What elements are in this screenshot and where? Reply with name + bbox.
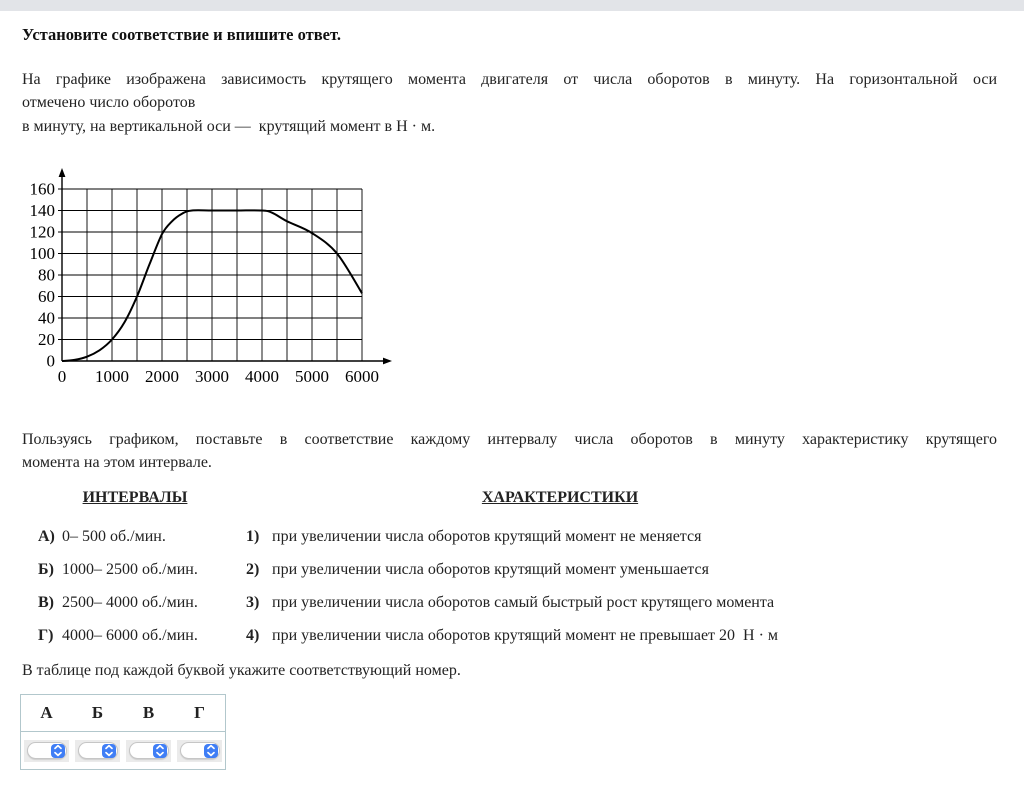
answer-table-select-row [21, 732, 225, 769]
intro-line-3: в минуту, на вертикальной оси — крутящий… [22, 117, 436, 135]
column-headers: ИНТЕРВАЛЫ ХАРАКТЕРИСТИКИ [22, 488, 997, 508]
svg-text:4000: 4000 [245, 367, 279, 386]
characteristic-number: 2) [246, 561, 260, 579]
svg-text:20: 20 [38, 330, 55, 349]
match-row-g: Г) 4000– 6000 об./мин. 4) при увеличении… [22, 625, 997, 646]
answer-table-header-row: А Б В Г [21, 695, 225, 733]
answer-header-a: А [40, 703, 53, 723]
answer-table: А Б В Г [20, 694, 226, 771]
svg-text:100: 100 [30, 244, 56, 263]
answer-header-b: Б [91, 703, 104, 723]
interval-letter: А) [38, 528, 55, 546]
svg-text:0: 0 [58, 367, 67, 386]
svg-text:40: 40 [38, 308, 55, 327]
svg-text:3000: 3000 [195, 367, 229, 386]
select-stepper-icon[interactable] [101, 743, 116, 758]
svg-text:5000: 5000 [295, 367, 329, 386]
characteristic-text: при увеличении числа оборотов крутящий м… [272, 627, 779, 645]
instruction-line-1: Пользуясь графиком, поставьте в соответс… [22, 430, 997, 448]
svg-text:120: 120 [30, 222, 56, 241]
select-stepper-icon[interactable] [203, 743, 218, 758]
interval-text: 4000– 6000 об./мин. [62, 627, 198, 645]
select-stepper-icon[interactable] [50, 743, 65, 758]
intro-paragraph: На графике изображена зависимость крутящ… [22, 68, 997, 138]
matching-list: А) 0– 500 об./мин. 1) при увеличении чис… [22, 526, 997, 646]
answer-select-g[interactable] [179, 742, 220, 760]
match-row-b: Б) 1000– 2500 об./мин. 2) при увеличении… [22, 559, 997, 580]
chart-container: 0 20 40 60 80 100 120 140 160 0 1000 2000 3000 4000 50… [22, 166, 997, 399]
instruction-paragraph: Пользуясь графиком, поставьте в соответс… [22, 428, 997, 475]
interval-letter: Г) [38, 627, 54, 645]
svg-text:0: 0 [47, 351, 56, 370]
top-bar [0, 0, 1024, 11]
interval-letter: Б) [38, 561, 54, 579]
answer-header-g: Г [194, 703, 205, 723]
svg-text:160: 160 [30, 179, 56, 198]
svg-text:2000: 2000 [145, 367, 179, 386]
characteristics-header: ХАРАКТЕРИСТИКИ [481, 489, 639, 507]
svg-text:60: 60 [38, 287, 55, 306]
question-title: Установите соответствие и впишите ответ. [22, 25, 341, 44]
answer-select-v[interactable] [128, 742, 169, 760]
interval-letter: В) [38, 594, 54, 612]
characteristic-number: 4) [246, 627, 260, 645]
answer-header-v: В [142, 703, 155, 723]
select-stepper-icon[interactable] [152, 743, 167, 758]
svg-text:140: 140 [30, 201, 56, 220]
interval-text: 1000– 2500 об./мин. [62, 561, 198, 579]
answer-select-b[interactable] [77, 742, 118, 760]
question-content: Установите соответствие и впишите ответ.… [20, 24, 997, 771]
intro-line-2: отмечено число оборотов [22, 94, 196, 112]
intervals-header: ИНТЕРВАЛЫ [82, 489, 188, 507]
characteristic-number: 1) [246, 528, 260, 546]
svg-text:80: 80 [38, 265, 55, 284]
table-instruction: В таблице под каждой буквой укажите соот… [22, 662, 461, 680]
characteristic-text: при увеличении числа оборотов крутящий м… [272, 528, 702, 546]
instruction-line-2: момента на этом интервале. [22, 454, 212, 472]
interval-text: 0– 500 об./мин. [62, 528, 166, 546]
svg-text:1000: 1000 [95, 367, 129, 386]
match-row-v: В) 2500– 4000 об./мин. 3) при увеличении… [22, 592, 997, 613]
characteristic-number: 3) [246, 594, 260, 612]
intro-line-1: На графике изображена зависимость крутящ… [22, 71, 997, 88]
characteristic-text: при увеличении числа оборотов самый быст… [272, 594, 775, 612]
answer-select-a[interactable] [26, 742, 67, 760]
interval-text: 2500– 4000 об./мин. [62, 594, 198, 612]
characteristic-text: при увеличении числа оборотов крутящий м… [272, 561, 709, 579]
match-row-a: А) 0– 500 об./мин. 1) при увеличении чис… [22, 526, 997, 547]
svg-text:6000: 6000 [345, 367, 379, 386]
